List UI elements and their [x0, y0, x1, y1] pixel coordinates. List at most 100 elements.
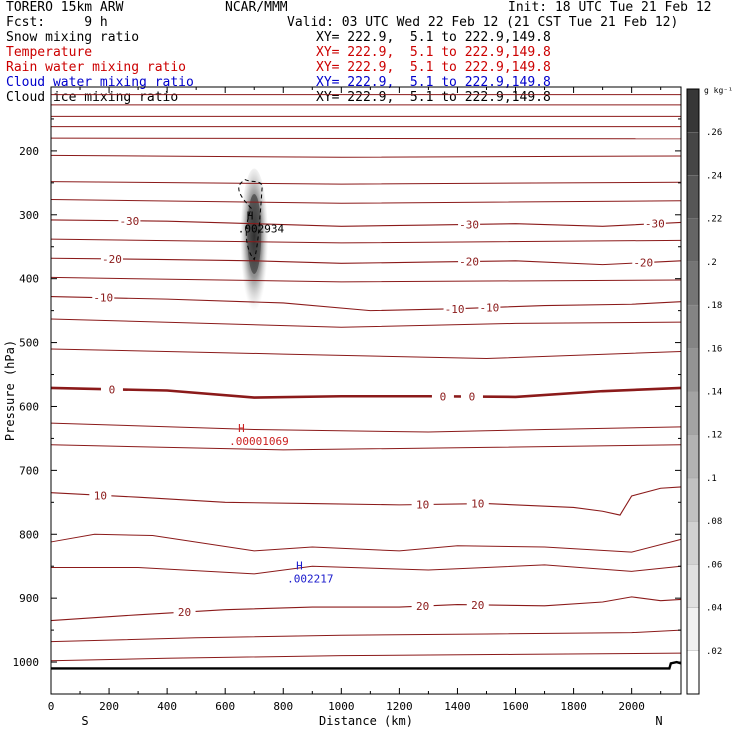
contour-label-bg	[466, 598, 489, 611]
y-tick-label: 700	[19, 464, 39, 477]
x-axis-label: Distance (km)	[319, 714, 413, 728]
field-name: Temperature	[6, 45, 93, 60]
direction-south: S	[81, 714, 88, 728]
contour-label-bg	[460, 390, 483, 403]
temperature-contour-label: 20	[178, 606, 191, 619]
colorbar-bin	[686, 477, 700, 522]
maximum-marker: H	[238, 422, 245, 435]
field-name: Snow mixing ratio	[6, 30, 140, 45]
maximum-value: .002217	[287, 572, 333, 585]
temperature-contour-label: -20	[633, 257, 653, 270]
temperature-contour	[50, 422, 682, 433]
field-name: Cloud water mixing ratio	[6, 75, 194, 90]
contour-label-bg	[632, 256, 655, 269]
contour-label-bg	[466, 497, 489, 510]
colorbar-bin	[686, 348, 700, 392]
colorbar-bin	[686, 650, 700, 695]
maximum-value: .002934	[238, 222, 285, 235]
field-name: Cloud ice mixing ratio	[6, 90, 179, 105]
temperature-contour-label: -30	[119, 215, 139, 228]
contour-label-bg	[478, 301, 501, 314]
temperature-contour-label: -20	[102, 253, 122, 266]
x-tick-label: 1600	[502, 700, 529, 713]
colorbar-frame	[686, 88, 700, 695]
colorbar-bin	[686, 88, 700, 133]
field-xy: XY= 222.9, 5.1 to 222.9,149.8	[316, 45, 551, 60]
x-tick-label: 2000	[618, 700, 645, 713]
temperature-contour	[50, 238, 682, 244]
y-tick-label: 200	[19, 145, 39, 158]
temperature-contour	[50, 348, 682, 360]
temperature-contour	[50, 444, 682, 451]
temperature-contour	[50, 219, 682, 227]
y-tick-label: 300	[19, 209, 39, 222]
colorbar-bin	[686, 564, 700, 608]
colorbar-bin	[686, 304, 700, 349]
temperature-contour	[50, 137, 682, 140]
maximum-marker: H	[296, 559, 303, 572]
temperature-contour	[50, 198, 682, 204]
x-tick-label: 1800	[560, 700, 587, 713]
temperature-contour-label: -10	[93, 292, 113, 305]
temperature-contour-label: 0	[440, 390, 447, 403]
temperature-contour-label: 10	[94, 489, 107, 502]
temperature-contour	[50, 386, 682, 399]
colorbar-bin	[686, 132, 700, 176]
direction-north: N	[655, 714, 662, 728]
field-name: Rain water mixing ratio	[6, 60, 187, 75]
colorbar-bin	[686, 607, 700, 651]
forecast-hour: Fcst: 9 h	[6, 15, 108, 30]
contour-label-bg	[100, 383, 123, 396]
temperature-contour	[50, 257, 682, 266]
contour-label-bg	[89, 489, 112, 502]
temperature-contour-label: 0	[109, 383, 116, 396]
contour-label-bg	[431, 390, 454, 403]
y-axis-label: Pressure (hPa)	[3, 340, 17, 441]
contour-label-bg	[458, 218, 481, 231]
y-tick-label: 600	[19, 400, 39, 413]
maximum-value: .00001069	[229, 435, 289, 448]
contour-label-bg	[118, 214, 141, 227]
temperature-contour-label: -10	[479, 302, 499, 315]
temperature-contour-label: -10	[445, 303, 465, 316]
colorbar-tick-label: .02	[706, 647, 722, 657]
contour-label-bg	[173, 606, 196, 619]
temperature-contour-label: -30	[645, 218, 665, 231]
x-tick-label: 0	[48, 700, 55, 713]
x-tick-label: 1400	[444, 700, 471, 713]
ground-surface	[51, 660, 682, 670]
colorbar-bin	[686, 218, 700, 263]
center-name: NCAR/MMM	[225, 0, 288, 15]
temperature-contour	[50, 318, 682, 328]
colorbar-tick-label: .04	[706, 604, 722, 614]
colorbar-tick-label: .1	[706, 474, 717, 484]
colorbar-units: g kg⁻¹	[704, 86, 733, 95]
temperature-contour	[50, 154, 682, 158]
temperature-contour	[51, 564, 682, 575]
x-tick-label: 1000	[328, 700, 355, 713]
temperature-contour-label: -30	[459, 218, 479, 231]
plot-frame	[50, 86, 682, 695]
y-tick-label: 900	[19, 592, 39, 605]
y-tick-label: 800	[19, 528, 39, 541]
contour-label-bg	[443, 302, 466, 315]
colorbar-bin	[686, 391, 700, 435]
y-tick-label: 500	[19, 337, 39, 350]
colorbar-bin	[686, 261, 700, 306]
model-name: TORERO 15km ARW	[6, 0, 124, 15]
temperature-contour-label: 0	[469, 391, 476, 404]
x-tick-label: 400	[157, 700, 177, 713]
colorbar-tick-label: .16	[706, 344, 722, 354]
y-tick-label: 400	[19, 273, 39, 286]
colorbar-bin	[686, 434, 700, 479]
temperature-contour	[50, 276, 682, 283]
colorbar-tick-label: .12	[706, 431, 722, 441]
temperature-contour-label: 20	[416, 600, 429, 613]
temperature-contour	[50, 652, 682, 662]
temperature-contour	[50, 629, 682, 643]
colorbar-tick-label: .22	[706, 215, 722, 225]
temperature-contour-label: 20	[471, 599, 484, 612]
temperature-contour	[50, 486, 682, 516]
contour-label-bg	[458, 255, 481, 268]
